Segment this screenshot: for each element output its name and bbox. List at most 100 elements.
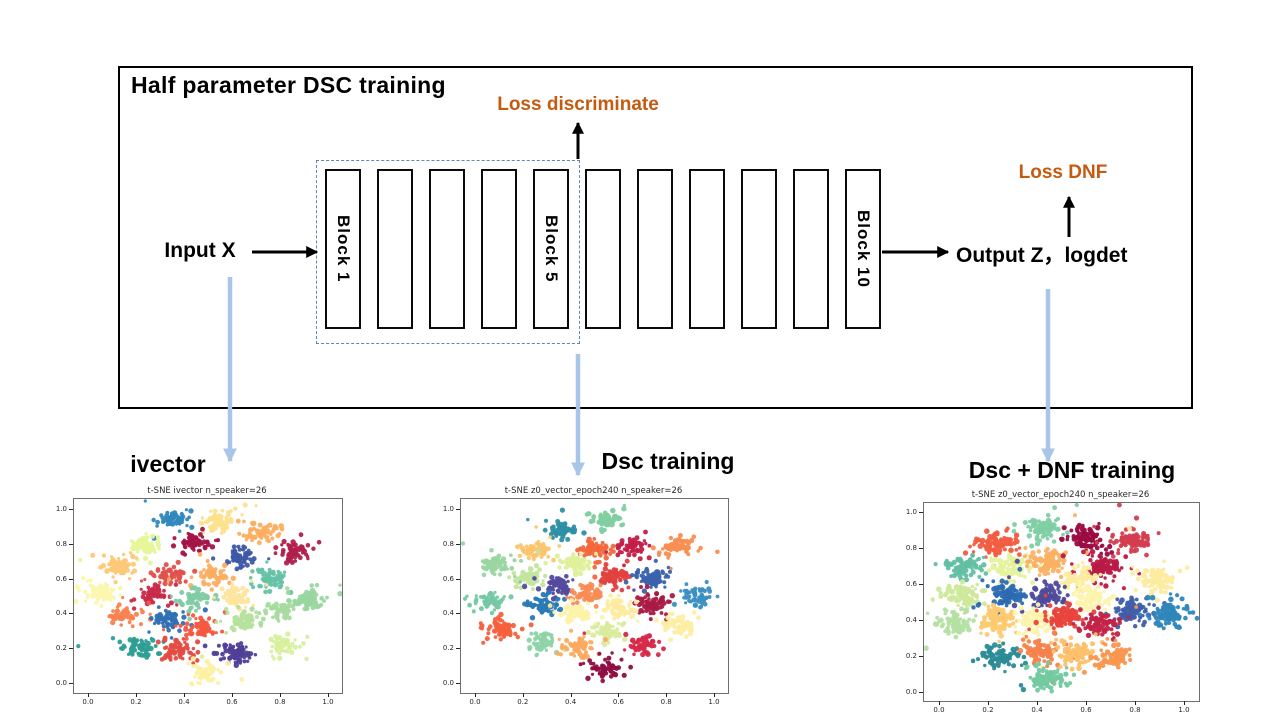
y-tick-label: 0.8 xyxy=(905,544,917,552)
cluster-21 xyxy=(76,636,166,660)
y-tick-label: 0.0 xyxy=(905,688,917,696)
y-tick-mark xyxy=(456,578,460,580)
cluster-7 xyxy=(90,551,139,585)
block-rect xyxy=(585,169,621,329)
cluster-20 xyxy=(249,586,296,627)
x-tick-label: 0.8 xyxy=(660,698,672,706)
cluster-15 xyxy=(285,582,343,612)
scatter-points xyxy=(73,499,343,687)
cluster-19 xyxy=(1027,593,1097,636)
cluster-11 xyxy=(73,576,123,609)
plot-heading-ivector: ivector xyxy=(130,451,206,477)
cluster-15 xyxy=(1138,592,1200,631)
cluster-4 xyxy=(170,526,221,557)
scatter-points xyxy=(460,503,720,684)
x-tick-label: 0.8 xyxy=(274,698,286,706)
cluster-16 xyxy=(923,606,985,651)
y-tick-mark xyxy=(919,512,923,513)
tsne-plot-dsc-training: 0.0 0.2 0.4 0.6 0.8 1.0 0.0 0.2 0.4 0.6 0.8 1.0 xyxy=(443,498,729,706)
cluster-23 xyxy=(555,628,608,661)
block-label: Block 1 xyxy=(334,215,353,283)
y-tick-mark xyxy=(919,548,923,549)
x-tick-mark xyxy=(136,693,137,697)
cluster-23 xyxy=(202,641,258,668)
cluster-10 xyxy=(930,579,988,612)
x-tick-label: 1.0 xyxy=(708,698,720,706)
x-tick-label: 0.4 xyxy=(565,698,577,706)
output-label: Output Z，logdet xyxy=(956,244,1128,267)
block-block-5: Block 5 xyxy=(533,169,569,329)
cluster-9 xyxy=(1127,526,1190,603)
cluster-13 xyxy=(169,585,220,622)
cluster-25 xyxy=(186,656,245,687)
y-tick-mark xyxy=(919,692,923,693)
loss-discriminate-label: Loss discriminate xyxy=(497,94,659,115)
cluster-7 xyxy=(1060,549,1142,591)
cluster-23 xyxy=(1049,632,1108,672)
x-tick-label: 0.4 xyxy=(1031,706,1043,714)
plot-title-dsc-dnf-training: t-SNE z0_vector_epoch240 n_speaker=26 xyxy=(971,490,1150,500)
x-tick-mark xyxy=(184,693,185,697)
y-tick-mark xyxy=(69,648,73,650)
block-rect xyxy=(689,169,725,329)
y-tick-label: 0.6 xyxy=(905,580,917,588)
block-block-1: Block 1 xyxy=(325,169,361,329)
x-tick-mark xyxy=(666,693,668,697)
y-tick-label: 0.4 xyxy=(442,609,454,618)
y-tick-label: 0.8 xyxy=(55,539,67,548)
y-tick-label: 0.2 xyxy=(905,652,917,660)
x-tick-mark xyxy=(988,701,989,705)
training-box-title: Half parameter DSC training xyxy=(131,72,446,98)
cluster-4 xyxy=(604,529,652,568)
cluster-1 xyxy=(584,503,627,535)
block-rect xyxy=(793,169,829,329)
y-tick-label: 0.0 xyxy=(55,679,67,687)
block-label: Block 5 xyxy=(542,215,561,283)
x-tick-mark xyxy=(88,693,89,697)
x-tick-mark xyxy=(328,693,329,697)
x-tick-mark xyxy=(1037,701,1038,705)
cluster-14 xyxy=(212,579,269,612)
plot-title-dsc-training: t-SNE z0_vector_epoch240 n_speaker=26 xyxy=(504,486,683,496)
tsne-plot-ivector: 0.0 0.2 0.4 0.6 0.8 1.0 0.0 0.2 0.4 0.6 0.8 1.0 xyxy=(56,498,343,706)
cluster-16 xyxy=(107,595,154,629)
x-tick-mark xyxy=(1135,701,1136,705)
cluster-6 xyxy=(1022,513,1089,580)
x-tick-label: 0.8 xyxy=(1129,706,1141,714)
x-tick-label: 1.0 xyxy=(1178,706,1190,714)
block-rect xyxy=(429,169,465,329)
scatter-points xyxy=(923,502,1200,694)
cluster-1 xyxy=(962,526,1022,564)
y-tick-label: 0.8 xyxy=(442,539,454,548)
y-tick-mark xyxy=(456,509,460,510)
cluster-22 xyxy=(1017,630,1077,685)
x-tick-label: 0.0 xyxy=(469,698,481,706)
y-tick-label: 0.4 xyxy=(905,616,917,624)
cluster-5 xyxy=(650,533,720,571)
cluster-8 xyxy=(507,549,548,592)
cluster-6 xyxy=(460,541,523,579)
block-rect xyxy=(637,169,673,329)
y-tick-mark xyxy=(919,620,923,621)
y-tick-label: 1.0 xyxy=(55,505,67,513)
cluster-8 xyxy=(139,559,198,587)
x-tick-label: 1.0 xyxy=(322,698,334,706)
cluster-16 xyxy=(671,579,720,610)
block-block-10: Block 10 xyxy=(845,169,881,329)
y-tick-label: 0.2 xyxy=(442,644,454,653)
x-tick-label: 0.6 xyxy=(1080,706,1092,714)
cluster-22 xyxy=(155,635,201,666)
cluster-25 xyxy=(1023,660,1077,694)
cluster-12 xyxy=(129,582,179,611)
x-tick-label: 0.4 xyxy=(178,698,190,706)
y-tick-label: 0.6 xyxy=(55,574,67,583)
cluster-21 xyxy=(970,641,1028,693)
cluster-14 xyxy=(565,581,603,609)
x-tick-mark xyxy=(570,693,572,697)
loss-dnf-label: Loss DNF xyxy=(1018,162,1108,183)
cluster-19 xyxy=(478,611,534,645)
y-tick-mark xyxy=(69,613,73,615)
block-rect xyxy=(481,169,517,329)
cluster-6 xyxy=(273,532,322,566)
